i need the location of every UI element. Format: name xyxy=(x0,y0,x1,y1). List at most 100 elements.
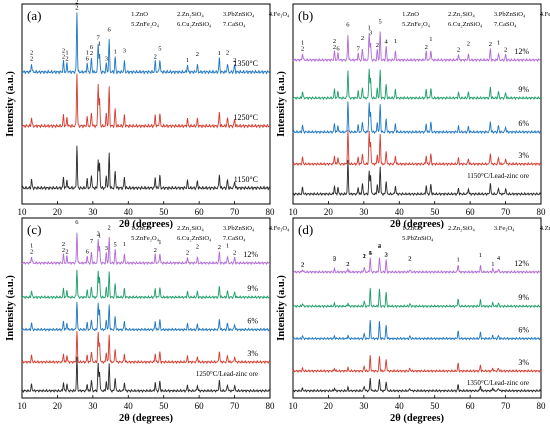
peak-marker: 2 xyxy=(376,42,379,49)
trace-6% xyxy=(21,301,271,332)
x-tick-label: 20 xyxy=(53,401,63,411)
trace-label: 1350°C xyxy=(233,59,258,68)
peak-marker: 2 xyxy=(196,244,199,251)
peak-marker: 2 xyxy=(378,243,381,250)
peak-marker: 1 xyxy=(301,39,304,46)
peak-marker: 2 xyxy=(333,38,336,45)
trace-label: 12% xyxy=(514,47,529,56)
peak-marker: 2 xyxy=(363,253,366,260)
peak-marker: 2 xyxy=(457,47,460,54)
peak-marker: 6 xyxy=(75,219,79,226)
trace-label: 12% xyxy=(243,250,258,259)
x-tick-label: 10 xyxy=(289,207,299,217)
x-axis-label: 2θ (degrees) xyxy=(119,219,173,230)
panel-label: (d) xyxy=(298,222,313,237)
peak-marker: 2 xyxy=(108,224,111,231)
plot-frame xyxy=(21,217,271,399)
peak-marker: 2 xyxy=(75,5,78,12)
trace-label: 3% xyxy=(518,358,529,367)
peak-marker: 1 xyxy=(394,38,397,45)
peak-marker: 1 xyxy=(429,36,432,43)
x-tick-label: 30 xyxy=(359,401,369,411)
legend-item: 3.PbZnSiO₄ xyxy=(223,225,255,232)
x-tick-label: 10 xyxy=(289,401,299,411)
peak-marker: 2 xyxy=(346,261,349,268)
x-tick-label: 20 xyxy=(324,207,334,217)
peak-marker: 3 xyxy=(385,252,388,259)
panel-b: 10 20 30 40 50 60 70 80 2θ (degrees) Intensity (a… xyxy=(276,3,550,230)
peak-marker: 2 xyxy=(30,248,33,255)
legend-item: 4.Fe₃O₄ xyxy=(269,225,290,232)
x-tick-label: 60 xyxy=(466,207,476,217)
legend-item: 7.CaSO₄ xyxy=(223,21,246,28)
plot-frame xyxy=(292,3,542,205)
plot-frame xyxy=(292,217,542,399)
peak-marker: 2 xyxy=(218,244,221,251)
peak-marker: 6 xyxy=(346,21,350,28)
peak-marker: 1 xyxy=(186,57,189,64)
x-tick-label: 80 xyxy=(537,401,547,411)
peak-marker: 7 xyxy=(97,35,101,42)
peak-marker: 2 xyxy=(75,0,78,6)
x-tick-label: 30 xyxy=(359,207,369,217)
sample-note: 1250°C/Lead-zinc ore xyxy=(196,370,258,378)
peak-marker: 4 xyxy=(385,38,389,45)
trace-3% xyxy=(292,130,542,167)
peak-marker: 1 xyxy=(86,50,89,57)
peak-marker: 1 xyxy=(479,252,482,259)
x-tick-label: 20 xyxy=(53,207,63,217)
trace-3% xyxy=(21,330,271,365)
peak-marker: 3 xyxy=(105,56,108,63)
peak-marker: 1 xyxy=(491,261,494,268)
x-tick-label: 80 xyxy=(537,207,547,217)
legend-item: 5.ZnFe₂O₄ xyxy=(402,21,431,28)
panel-label: (b) xyxy=(298,8,313,23)
y-axis-label: Intensity (a.u.) xyxy=(276,71,287,137)
peak-marker: 1 xyxy=(65,50,68,57)
trace-label: 3% xyxy=(518,151,529,160)
peak-marker: 2 xyxy=(154,54,157,61)
legend-item: 2.Zn₂SiO₄ xyxy=(448,11,475,18)
sample-note: 1150°C/Lead-zinc ore xyxy=(467,172,529,180)
legend-item: 1.ZnO xyxy=(131,11,148,18)
peak-marker: 2 xyxy=(196,51,199,58)
trace-label: 6% xyxy=(518,326,529,335)
plot-frame xyxy=(21,3,271,205)
peak-marker: 5 xyxy=(158,45,161,52)
peak-marker: 1 xyxy=(497,39,500,46)
trace-label: 12% xyxy=(514,259,529,268)
legend-item: 1.ZnO xyxy=(402,11,419,18)
legend-item: 3.PbZnSiO₄ xyxy=(494,11,526,18)
y-axis-label: Intensity (a.u.) xyxy=(5,71,16,137)
panel-label: (c) xyxy=(27,222,41,237)
peak-marker: 1 xyxy=(363,253,366,260)
panel-d: 10 20 30 40 50 60 70 80 2θ (degrees) Intensity (a… xyxy=(276,217,550,424)
x-tick-label: 40 xyxy=(124,207,134,217)
legend-item: 2.Zn₂SiO₄ xyxy=(177,11,204,18)
peak-marker: 1 xyxy=(30,242,33,249)
x-tick-label: 70 xyxy=(230,401,240,411)
y-axis-label: Intensity (a.u.) xyxy=(5,275,16,341)
x-tick-label: 30 xyxy=(88,401,98,411)
peak-marker: 2 xyxy=(301,45,304,52)
panel-label: (a) xyxy=(27,8,41,23)
x-axis-label: 2θ (degrees) xyxy=(390,219,444,230)
x-tick-label: 50 xyxy=(159,401,169,411)
peak-marker: 1 xyxy=(98,233,101,240)
panel-a: 10 20 30 40 50 60 70 80 2θ (degrees) Intensity (a… xyxy=(5,0,290,230)
x-tick-label: 60 xyxy=(195,401,205,411)
legend-item: 1.ZnO xyxy=(402,225,419,232)
x-tick-label: 70 xyxy=(230,207,240,217)
trace-raw-ore xyxy=(292,159,542,197)
peak-marker: 2 xyxy=(301,262,304,269)
x-tick-label: 80 xyxy=(266,207,276,217)
trace-label: 6% xyxy=(518,119,529,128)
peak-marker: 5 xyxy=(333,256,336,263)
trace-9% xyxy=(292,287,542,309)
trace-12% xyxy=(292,31,542,63)
x-tick-label: 10 xyxy=(18,207,28,217)
trace-label: 9% xyxy=(247,284,258,293)
x-tick-label: 20 xyxy=(324,401,334,411)
peak-marker: 2 xyxy=(301,262,304,269)
